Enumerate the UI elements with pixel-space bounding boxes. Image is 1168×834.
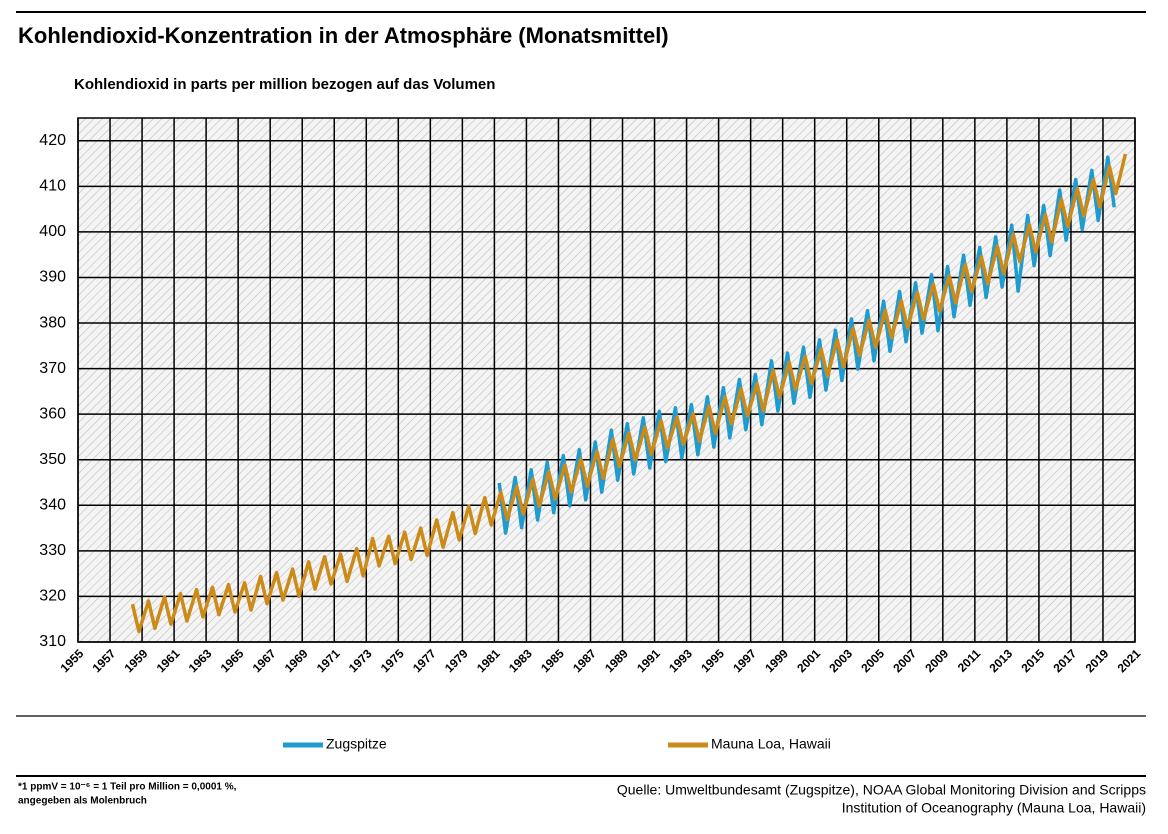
x-tick-label: 1967 <box>250 646 279 675</box>
x-tick-label: 1979 <box>442 646 471 675</box>
x-tick-label: 2009 <box>922 646 951 675</box>
x-tick-label: 1997 <box>730 646 759 675</box>
y-tick-label: 350 <box>39 451 66 468</box>
x-tick-label: 1999 <box>762 646 791 675</box>
plot-frame <box>77 117 1136 643</box>
x-tick-label: 1971 <box>314 646 343 675</box>
x-tick-label: 2013 <box>986 646 1015 675</box>
x-tick-label: 1991 <box>634 646 663 675</box>
y-tick-label: 410 <box>39 178 66 195</box>
y-tick-label: 390 <box>39 269 66 286</box>
x-tick-label: 1977 <box>410 646 439 675</box>
y-tick-label: 400 <box>39 223 66 240</box>
x-tick-label: 1957 <box>90 646 119 675</box>
y-tick-label: 370 <box>39 360 66 377</box>
x-tick-label: 1975 <box>378 646 407 675</box>
x-tick-label: 2001 <box>794 646 823 675</box>
y-tick-label: 320 <box>39 588 66 605</box>
x-tick-label: 1961 <box>154 646 183 675</box>
x-tick-label: 2019 <box>1083 646 1112 675</box>
y-tick-label: 360 <box>39 405 66 422</box>
x-tick-label: 1973 <box>346 646 375 675</box>
data-line <box>130 153 1128 634</box>
axis-title: Kohlendioxid in parts per million bezoge… <box>74 76 495 93</box>
x-tick-label: 1983 <box>506 646 535 675</box>
x-tick-label: 1993 <box>666 646 695 675</box>
x-tick-label: 2021 <box>1115 646 1144 675</box>
x-tick-label: 1989 <box>602 646 631 675</box>
x-tick-label: 1965 <box>218 646 247 675</box>
y-tick-label: 340 <box>39 497 66 514</box>
plot-area <box>78 118 1135 642</box>
x-tick-label: 2015 <box>1018 646 1047 675</box>
y-tick-label: 380 <box>39 314 66 331</box>
x-tick-label: 2011 <box>955 646 984 675</box>
x-tick-label: 1987 <box>570 646 599 675</box>
x-tick-label: 1969 <box>282 646 311 675</box>
y-tick-label: 330 <box>39 542 66 559</box>
chart-title: Kohlendioxid-Konzentration in der Atmosp… <box>18 23 669 48</box>
x-tick-label: 2003 <box>826 646 855 675</box>
x-tick-label: 1981 <box>474 646 503 675</box>
source: Quelle: Umweltbundesamt (Zugspitze), NOA… <box>617 782 1146 798</box>
x-tick-label: 1959 <box>122 646 151 675</box>
x-tick-label: 1955 <box>58 646 87 675</box>
footnote: angegeben als Molenbruch <box>18 796 147 807</box>
legend-label: Zugspitze <box>326 736 387 752</box>
x-tick-label: 2005 <box>858 646 887 675</box>
x-tick-label: 2017 <box>1051 646 1080 675</box>
x-tick-label: 1985 <box>538 646 567 675</box>
x-tick-label: 1995 <box>698 646 727 675</box>
x-tick-label: 1963 <box>186 646 215 675</box>
source: Institution of Oceanography (Mauna Loa, … <box>842 800 1146 816</box>
legend-label: Mauna Loa, Hawaii <box>711 736 831 752</box>
x-tick-label: 2007 <box>890 646 919 675</box>
y-tick-label: 420 <box>39 132 66 149</box>
y-tick-label: 310 <box>39 633 66 650</box>
footnote: *1 ppmV = 10⁻⁶ = 1 Teil pro Million = 0,… <box>18 782 237 793</box>
